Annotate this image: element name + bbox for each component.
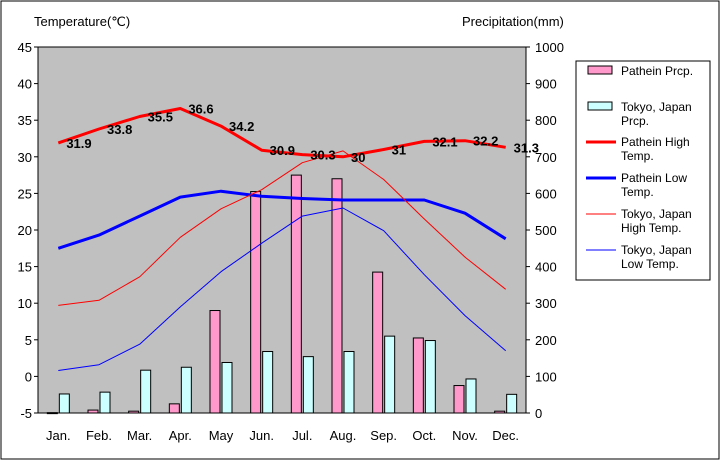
legend-label: Tokyo, Japan (621, 207, 692, 221)
bar (412, 337, 424, 414)
bar (140, 369, 152, 414)
x-tick-label: Nov. (452, 428, 478, 443)
bar (168, 403, 180, 414)
y-right-tick-label: 200 (535, 333, 557, 348)
bar (209, 310, 221, 414)
y-right-tick-label: 600 (535, 186, 557, 201)
y-left-tick-label: -5 (20, 406, 32, 421)
x-tick-label: Mar. (127, 428, 152, 443)
y-right-tick-label: 700 (535, 150, 557, 165)
y-right-tick-label: 0 (535, 406, 542, 421)
y-left-tick-label: 25 (18, 186, 32, 201)
data-label: 31.9 (66, 136, 91, 151)
lines-layer (57, 107, 507, 371)
value-labels-layer: 31.9 33.8 35.5 36.6 34.2 30.9 30.3 30 31 32.1 32.2… (66, 101, 539, 164)
y-right-tick-label: 300 (535, 296, 557, 311)
data-label: 30 (351, 150, 365, 165)
data-label: 31.3 (514, 140, 539, 155)
series-line (58, 207, 507, 371)
bar (384, 335, 396, 414)
y-right-tick-label: 800 (535, 113, 557, 128)
bar (453, 385, 465, 414)
y-left-tick-label: 35 (18, 113, 32, 128)
y-right-tick-label: 500 (535, 223, 557, 238)
legend-label: Pathein Low (621, 171, 687, 185)
bar (87, 409, 99, 414)
y-left-tick-label: 40 (18, 77, 32, 92)
y-left-tick-label: 10 (18, 296, 32, 311)
data-label: 32.2 (473, 134, 498, 149)
bar (506, 393, 518, 414)
bar (221, 361, 233, 414)
data-label: 36.6 (188, 101, 213, 116)
x-tick-label: Dec. (492, 428, 519, 443)
bar (302, 356, 314, 414)
legend-label: Tokyo, Japan (621, 100, 692, 114)
bar (494, 410, 506, 414)
bar (128, 410, 140, 414)
axes-layer: -5 0 5 10 15 20 25 30 35 40 45 0 100 200 300 400 500 600 7… (18, 40, 564, 443)
bar (424, 340, 436, 414)
y-left-tick-label: 15 (18, 260, 32, 275)
legend-label: Low Temp. (621, 257, 679, 271)
bar (331, 178, 343, 414)
bar (372, 271, 384, 414)
x-tick-label: Sep. (370, 428, 397, 443)
y-left-tick-label: 5 (25, 333, 32, 348)
y-left-tick-label: 30 (18, 150, 32, 165)
bar (250, 191, 262, 414)
x-tick-label: Aug. (330, 428, 357, 443)
y-right-tick-label: 1000 (535, 40, 564, 55)
legend-box (575, 60, 711, 281)
x-tick-label: Jun. (249, 428, 274, 443)
legend-swatch (587, 65, 613, 75)
series-line (58, 150, 507, 306)
y-left-tick-label: 0 (25, 369, 32, 384)
y-right-tick-label: 100 (535, 369, 557, 384)
y-right-tick-label: 400 (535, 260, 557, 275)
bar (290, 174, 302, 414)
legend-label: High Temp. (621, 221, 681, 235)
bar (99, 391, 111, 414)
y-right-tick-label: 900 (535, 77, 557, 92)
data-label: 34.2 (229, 119, 254, 134)
y-left-tick-label: 45 (18, 40, 32, 55)
data-label: 35.5 (148, 110, 173, 125)
left-axis-title: Temperature(℃) (34, 14, 130, 29)
legend-label: Pathein Prcp. (621, 64, 693, 78)
series-line (57, 189, 507, 250)
legend-swatch (587, 101, 613, 111)
x-tick-label: Jan. (46, 428, 71, 443)
bar (180, 366, 192, 414)
legend-label: Tokyo, Japan (621, 243, 692, 257)
data-label: 33.8 (107, 122, 132, 137)
data-label: 30.9 (270, 143, 295, 158)
bar (46, 412, 58, 415)
bar (465, 378, 477, 414)
legend-label: Temp. (621, 149, 654, 163)
bars-layer (46, 174, 518, 415)
x-tick-label: Apr. (169, 428, 192, 443)
bar (262, 351, 274, 414)
y-left-tick-label: 20 (18, 223, 32, 238)
x-tick-label: May (209, 428, 234, 443)
data-label: 31 (392, 142, 406, 157)
legend-label: Prcp. (621, 114, 649, 128)
bar (343, 351, 355, 414)
x-tick-label: Feb. (86, 428, 112, 443)
x-tick-label: Oct. (412, 428, 436, 443)
x-tick-label: Jul. (292, 428, 312, 443)
legend-label: Temp. (621, 185, 654, 199)
data-label: 32.1 (432, 134, 457, 149)
data-label: 30.3 (310, 148, 335, 163)
series-line (57, 107, 506, 159)
legend-label: Pathein High (621, 135, 690, 149)
bar (58, 393, 70, 414)
right-axis-title: Precipitation(mm) (462, 14, 564, 29)
